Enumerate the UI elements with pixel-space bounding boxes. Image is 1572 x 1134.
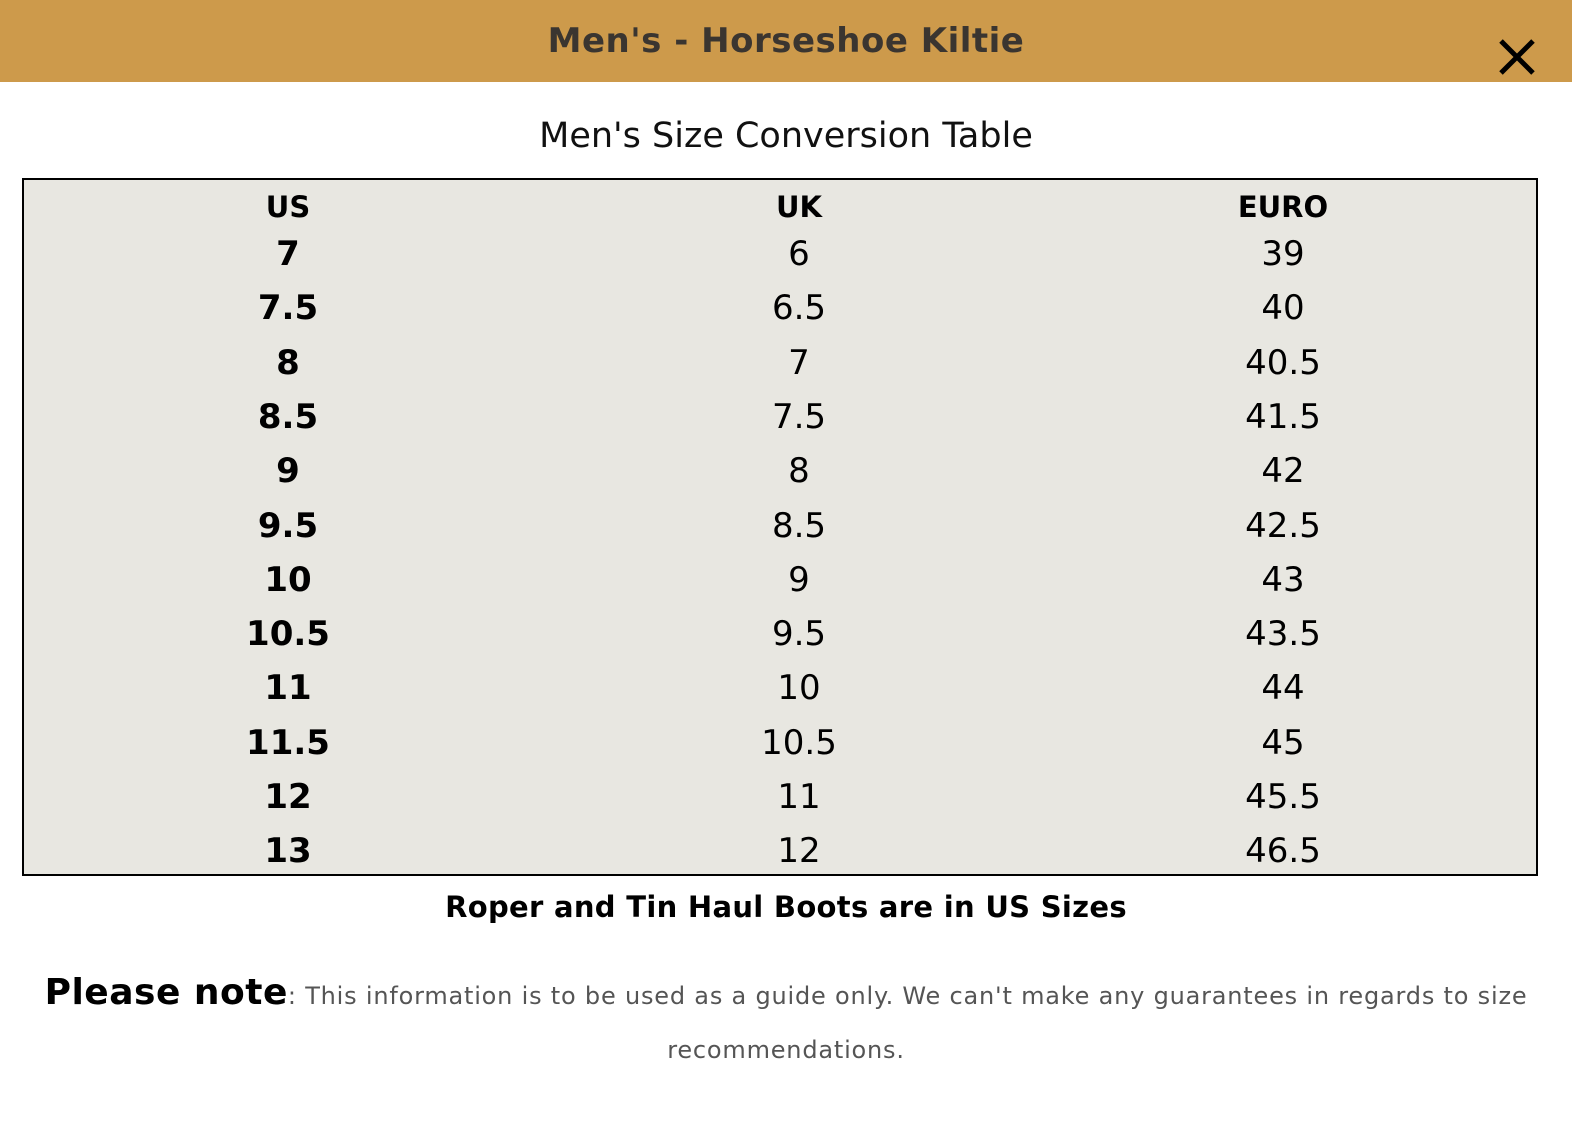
cell-uk: 12 [777, 831, 821, 872]
table-row: 7 6 39 [24, 227, 1536, 281]
table-row: 10.5 9.5 43.5 [24, 607, 1536, 661]
table-row: 8.5 7.5 41.5 [24, 390, 1536, 444]
cell-uk: 9.5 [771, 614, 827, 655]
cell-uk: 11 [777, 777, 821, 817]
table-row: 11 10 44 [24, 661, 1536, 715]
cell-us: 8.5 [257, 396, 319, 437]
cell-uk: 10.5 [761, 722, 837, 763]
close-icon[interactable] [1494, 34, 1540, 80]
cell-us: 9 [276, 451, 300, 492]
cell-euro: 43.5 [1245, 614, 1321, 655]
cell-uk: 7 [788, 342, 810, 383]
table-row: 10 9 43 [24, 553, 1536, 607]
modal-header: Men's - Horseshoe Kiltie [0, 0, 1572, 82]
table-row: 12 11 45.5 [24, 770, 1536, 824]
table-row: 9.5 8.5 42.5 [24, 499, 1536, 553]
cell-uk: 10 [777, 668, 821, 709]
cell-us: 11 [264, 668, 312, 709]
cell-euro: 46.5 [1245, 831, 1321, 872]
cell-euro: 41.5 [1245, 396, 1321, 437]
table-row: 11.5 10.5 45 [24, 716, 1536, 770]
cell-euro: 43 [1261, 559, 1305, 600]
note-text: This information is to be used as a guid… [296, 982, 1528, 1064]
cell-us: 10.5 [246, 614, 330, 655]
table-caption: Men's Size Conversion Table [539, 116, 1033, 156]
us-sizes-footnote: Roper and Tin Haul Boots are in US Sizes [445, 890, 1127, 924]
note-label: Please note [44, 972, 288, 1013]
cell-us: 13 [264, 831, 312, 872]
cell-us: 7.5 [257, 288, 319, 329]
note-separator: : [287, 982, 297, 1010]
column-header-us: US [265, 190, 311, 224]
cell-us: 10 [264, 559, 312, 600]
close-button[interactable] [1494, 34, 1540, 80]
cell-euro: 40.5 [1245, 342, 1321, 383]
cell-uk: 9 [788, 559, 810, 600]
table-header-row: US UK EURO [24, 180, 1536, 234]
cell-uk: 8 [788, 451, 810, 492]
cell-euro: 40 [1261, 288, 1305, 329]
modal-title: Men's - Horseshoe Kiltie [547, 21, 1025, 61]
cell-us: 9.5 [257, 505, 319, 546]
cell-us: 7 [276, 234, 300, 274]
cell-euro: 42 [1261, 451, 1305, 492]
cell-uk: 7.5 [771, 396, 827, 437]
cell-euro: 44 [1261, 668, 1305, 709]
cell-us: 11.5 [246, 722, 330, 763]
cell-uk: 8.5 [771, 505, 827, 546]
table-row: 13 12 46.5 [24, 824, 1536, 878]
cell-euro: 42.5 [1245, 505, 1321, 546]
table-row: 7.5 6.5 40 [24, 281, 1536, 335]
cell-uk: 6 [788, 234, 810, 274]
disclaimer-note: Please note: This information is to be u… [40, 966, 1532, 1077]
cell-euro: 45 [1261, 722, 1305, 763]
cell-euro: 45.5 [1245, 777, 1321, 817]
cell-uk: 6.5 [771, 288, 827, 329]
size-conversion-table: US UK EURO 7 6 39 7.5 6.5 40 8 7 40.5 8.5 7.5 41.5 9… [22, 178, 1538, 876]
cell-us: 12 [264, 777, 312, 817]
table-row: 8 7 40.5 [24, 336, 1536, 390]
table-row: 9 8 42 [24, 444, 1536, 498]
cell-euro: 39 [1261, 234, 1305, 274]
column-header-uk: UK [775, 190, 823, 224]
column-header-euro: EURO [1237, 190, 1329, 224]
cell-us: 8 [276, 342, 300, 383]
